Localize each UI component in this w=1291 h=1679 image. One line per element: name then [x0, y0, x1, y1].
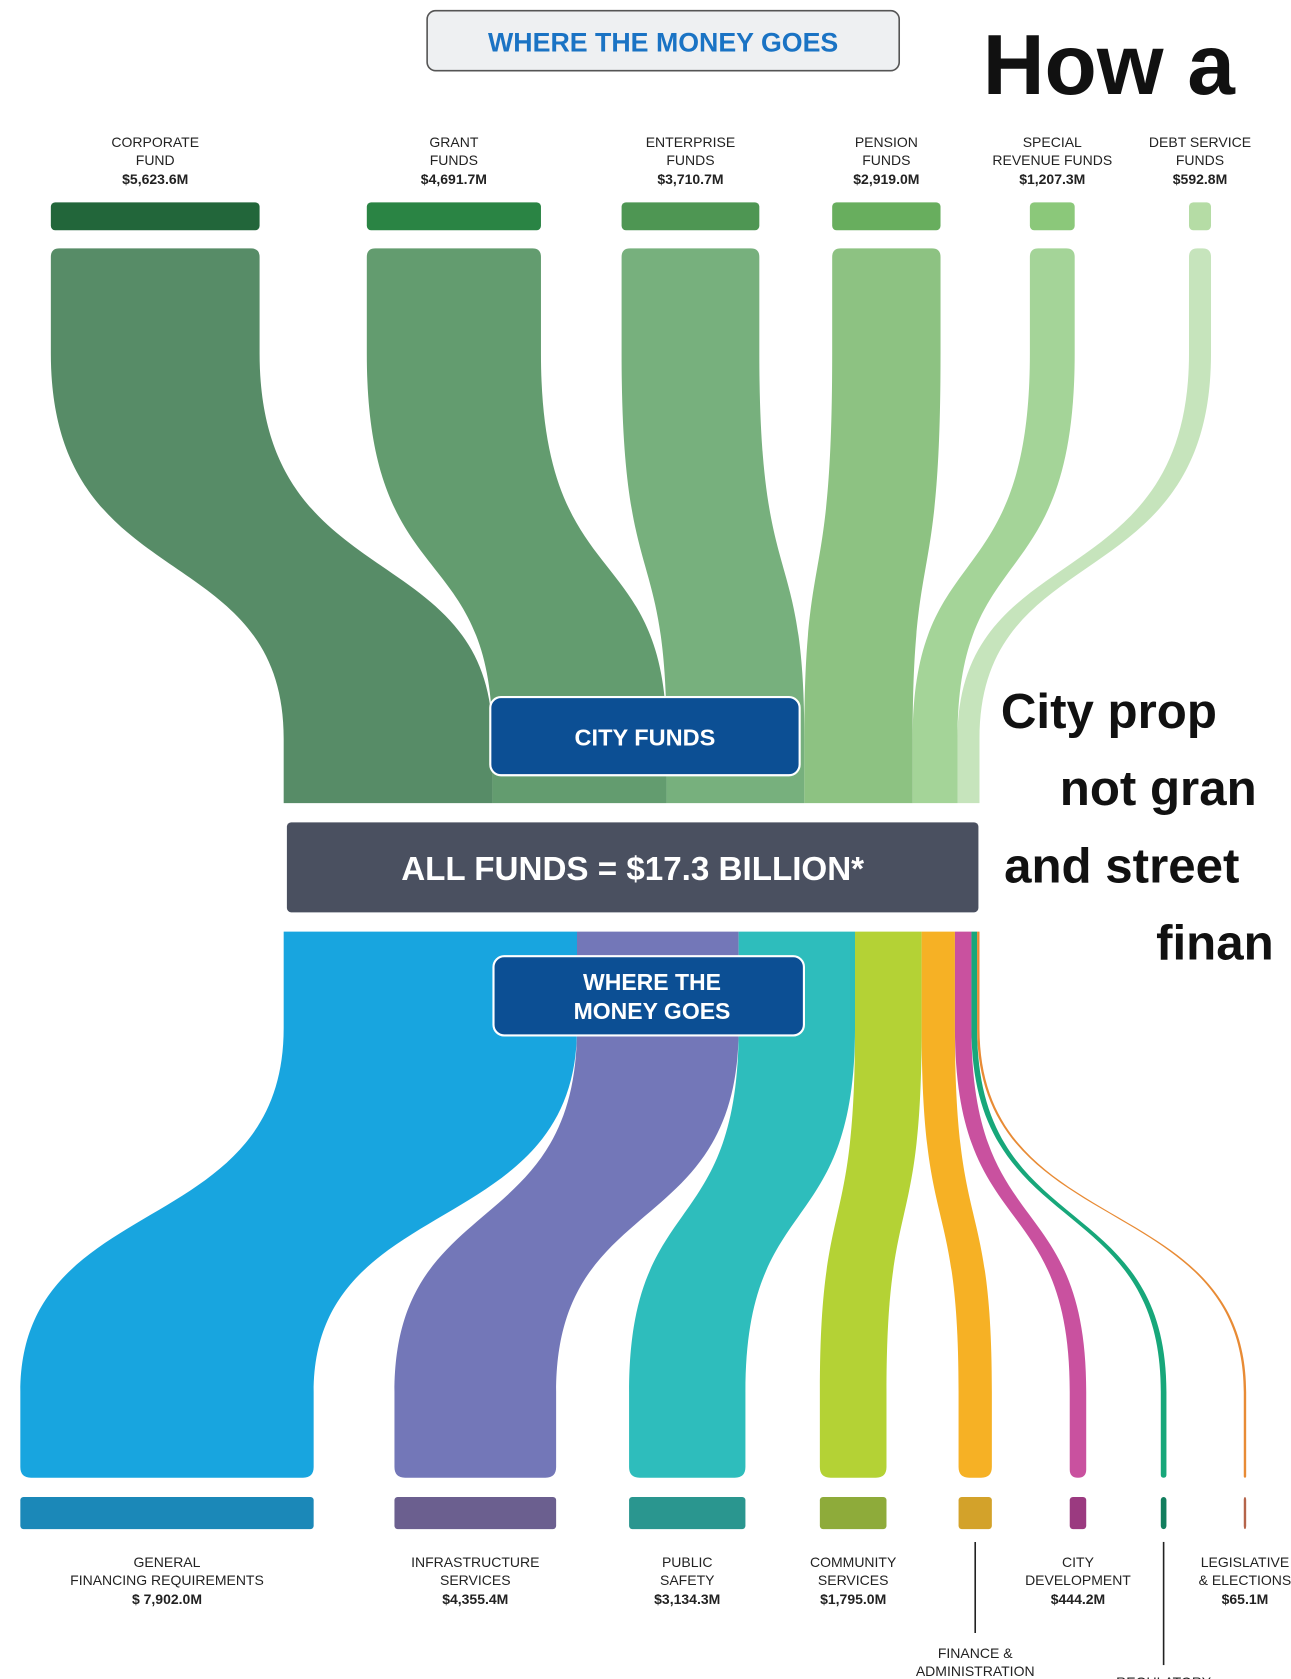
target-flow [921, 931, 992, 1478]
side-text: City prop [1001, 684, 1217, 739]
all-funds-box [286, 822, 979, 913]
target-bar [629, 1496, 746, 1530]
target-label: LEGISLATIVE & ELECTIONS $65.1M [1115, 1553, 1291, 1608]
source-value: $4,691.7M [420, 170, 487, 187]
source-value: $5,623.6M [122, 170, 189, 187]
target-bar [1243, 1496, 1247, 1530]
source-name: PENSION FUNDS [854, 133, 918, 169]
source-label: PENSION FUNDS $2,919.0M [756, 133, 1016, 188]
target-flow [971, 931, 1167, 1478]
target-bar [819, 1496, 887, 1530]
target-name: PUBLIC SAFETY [660, 1553, 715, 1589]
source-value: $1,207.3M [1019, 170, 1086, 187]
money-goes-text: WHERE THE MONEY GOES [573, 969, 731, 1024]
title: How a [983, 17, 1237, 113]
source-value: $2,919.0M [853, 170, 920, 187]
target-value: $444.2M [1050, 1590, 1106, 1607]
target-bar [1069, 1496, 1087, 1530]
header-button-text: WHERE THE MONEY GOES [488, 27, 838, 57]
target-value: $3,134.3M [654, 1590, 721, 1607]
target-name: GENERAL FINANCING REQUIREMENTS [70, 1553, 264, 1589]
source-flow [50, 248, 493, 804]
target-bar [394, 1496, 557, 1530]
header-button [426, 9, 901, 72]
target-name: COMMUNITY SERVICES [810, 1553, 897, 1589]
source-label: DEBT SERVICE FUNDS $592.8M [1070, 133, 1291, 188]
target-value: $65.1M [1221, 1590, 1269, 1607]
side-text: not gran [1060, 761, 1257, 816]
source-name: CORPORATE FUND [111, 133, 200, 169]
source-flow [804, 248, 941, 804]
source-flow [366, 248, 667, 804]
source-value: $3,710.7M [657, 170, 724, 187]
source-name: GRANT FUNDS [429, 133, 479, 169]
side-text: finan [1156, 915, 1274, 970]
target-flow [954, 931, 1087, 1478]
source-label: GRANT FUNDS $4,691.7M [324, 133, 584, 188]
all-funds-text: ALL FUNDS = $17.3 BILLION* [401, 851, 864, 888]
target-name: INFRASTRUCTURE SERVICES [411, 1553, 540, 1589]
target-name: CITY DEVELOPMENT [1025, 1553, 1131, 1589]
city-funds-text: CITY FUNDS [575, 724, 716, 750]
target-label: INFRASTRUCTURE SERVICES $4,355.4M [345, 1553, 605, 1608]
source-label: CORPORATE FUND $5,623.6M [25, 133, 285, 188]
target-label: GENERAL FINANCING REQUIREMENTS $ 7,902.0M [37, 1553, 297, 1608]
source-bar [1029, 202, 1075, 231]
source-flow [912, 248, 1075, 804]
target-label: FINANCE & ADMINISTRATION$896.9M [845, 1644, 1105, 1679]
source-bar [50, 202, 260, 231]
target-label: REGULATORY$152.1M [1034, 1673, 1291, 1679]
target-label: CITY DEVELOPMENT $444.2M [948, 1553, 1208, 1608]
source-value: $592.8M [1172, 170, 1228, 187]
source-name: SPECIAL REVENUE FUNDS [992, 133, 1113, 169]
target-flow [819, 931, 922, 1478]
target-name: LEGISLATIVE & ELECTIONS [1198, 1553, 1291, 1589]
target-name: FINANCE & ADMINISTRATION [915, 1644, 1035, 1679]
target-flow [629, 931, 856, 1478]
target-label: PUBLIC SAFETY $3,134.3M [557, 1553, 817, 1608]
target-bar [958, 1496, 992, 1530]
target-value: $4,355.4M [442, 1590, 509, 1607]
target-value: $ 7,902.0M [131, 1590, 203, 1607]
target-bar [20, 1496, 314, 1530]
source-label: ENTERPRISE FUNDS $3,710.7M [560, 133, 820, 188]
target-bar [1160, 1496, 1167, 1530]
source-bar [832, 202, 941, 231]
source-flow [621, 248, 805, 804]
target-value: $1,795.0M [820, 1590, 887, 1607]
source-name: ENTERPRISE FUNDS [645, 133, 736, 169]
target-flow [20, 931, 577, 1478]
side-text: and street [1004, 838, 1239, 893]
source-name: DEBT SERVICE FUNDS [1148, 133, 1252, 169]
source-bar [366, 202, 541, 231]
target-name: REGULATORY [1034, 1673, 1291, 1679]
source-bar [621, 202, 760, 231]
source-bar [1189, 202, 1212, 231]
source-label: SPECIAL REVENUE FUNDS $1,207.3M [922, 133, 1182, 188]
money-goes-box [492, 955, 806, 1037]
target-label: COMMUNITY SERVICES $1,795.0M [723, 1553, 983, 1608]
city-funds-box [489, 696, 801, 777]
target-flow [394, 931, 739, 1478]
